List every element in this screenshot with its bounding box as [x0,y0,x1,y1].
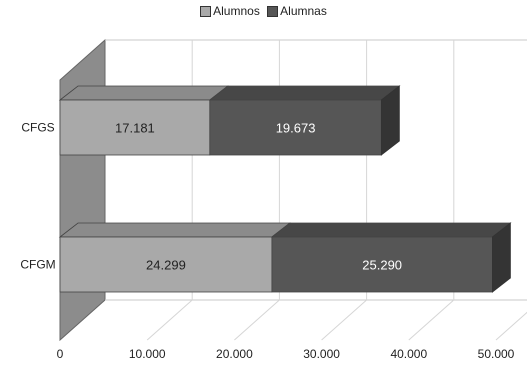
bar-top-face [270,222,512,238]
bar-top-face [208,85,401,101]
data-label: 17.181 [115,121,155,136]
gridline-floor [321,299,367,341]
gridline-floor [408,299,455,341]
legend-swatch-alumnas [267,5,279,17]
bar-segment [59,99,211,156]
bar-segment [209,99,382,156]
data-label: 19.673 [276,121,316,136]
legend-label-alumnas: Alumnas [280,4,327,18]
gridline-floor [234,299,280,341]
x-tick-label: 0 [57,347,64,361]
gridline-floor [146,299,193,341]
side-wall [59,38,106,342]
bar-side-face [380,85,400,156]
x-tick-label: 50.000 [478,347,515,361]
category-label: CFGM [20,258,55,272]
back-wall-outline [105,39,527,41]
x-tick-label: 30.000 [303,347,340,361]
category-label: CFGS [21,121,54,135]
bar-side-face [492,222,511,293]
bar-segment [59,236,273,293]
x-tick-label: 10.000 [129,347,166,361]
x-tick-label: 20.000 [216,347,253,361]
bar-top-face [58,222,292,238]
x-tick-label: 40.000 [390,347,427,361]
legend-item-alumnos: Alumnos [200,4,260,18]
legend-item-alumnas: Alumnas [267,4,327,18]
bar-segment [271,236,493,293]
legend: Alumnos Alumnas [0,4,527,20]
legend-label-alumnos: Alumnos [213,4,260,18]
legend-swatch-alumnos [200,5,212,17]
data-label: 25.290 [362,258,402,273]
data-label: 24.299 [146,258,186,273]
gridline-floor [495,311,527,341]
bar-top-face [58,85,229,101]
